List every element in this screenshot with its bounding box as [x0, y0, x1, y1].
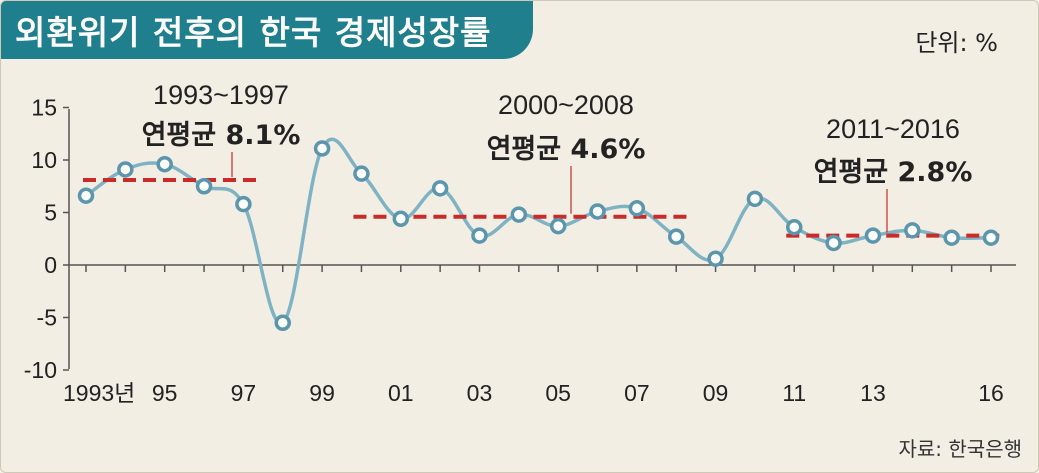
- average-period-label: 2011~2016: [826, 114, 960, 144]
- average-period-label: 2000~2008: [498, 90, 634, 120]
- data-point: [274, 314, 291, 331]
- x-tick-label: 09: [703, 380, 729, 406]
- y-tick-label: 0: [44, 252, 57, 278]
- x-tick-label: 01: [388, 380, 414, 406]
- x-tick-label: 99: [309, 380, 335, 406]
- data-point: [746, 190, 764, 208]
- data-point: [353, 165, 370, 182]
- chart-title: 외환위기 전후의 한국 경제성장률: [1, 1, 533, 59]
- y-tick-label: 10: [31, 147, 57, 173]
- data-point: [117, 161, 134, 178]
- y-tick-label: 15: [31, 95, 57, 121]
- data-point: [549, 217, 567, 235]
- data-point: [156, 155, 173, 173]
- data-point: [392, 210, 410, 228]
- data-point: [313, 140, 331, 157]
- data-point: [864, 227, 882, 244]
- x-tick-label: 05: [545, 380, 571, 406]
- x-tick-label: 07: [624, 380, 650, 406]
- data-point: [707, 250, 724, 267]
- data-point: [667, 228, 685, 245]
- data-point: [431, 180, 449, 197]
- unit-label: 단위: %: [915, 29, 998, 57]
- average-value-label: 연평균 8.1%: [142, 120, 301, 151]
- data-point: [628, 200, 646, 217]
- average-period-label: 1993~1997: [153, 80, 289, 110]
- data-point: [786, 218, 803, 236]
- x-tick-label: 11: [782, 380, 806, 406]
- data-point: [825, 234, 842, 252]
- y-tick-label: 5: [44, 200, 57, 226]
- average-value-label: 연평균 2.8%: [814, 157, 973, 188]
- x-tick-label: 16: [978, 380, 1004, 406]
- x-tick-label: 13: [860, 380, 886, 406]
- y-tick-label: -5: [37, 305, 57, 331]
- data-point: [471, 227, 488, 244]
- x-tick-label: 97: [231, 380, 257, 406]
- data-point: [77, 187, 95, 204]
- data-point: [235, 195, 252, 213]
- data-point: [195, 178, 213, 195]
- x-tick-label: 95: [152, 380, 178, 406]
- data-point: [904, 222, 921, 239]
- x-tick-label: 03: [467, 380, 493, 406]
- y-tick-label: -10: [24, 357, 57, 383]
- source-label: 자료: 한국은행: [898, 437, 1023, 461]
- data-point: [982, 229, 1000, 246]
- average-value-label: 연평균 4.6%: [487, 134, 646, 165]
- data-point: [510, 206, 528, 223]
- x-tick-label: 1993년: [63, 380, 135, 406]
- data-point: [589, 203, 606, 220]
- data-point: [943, 229, 960, 246]
